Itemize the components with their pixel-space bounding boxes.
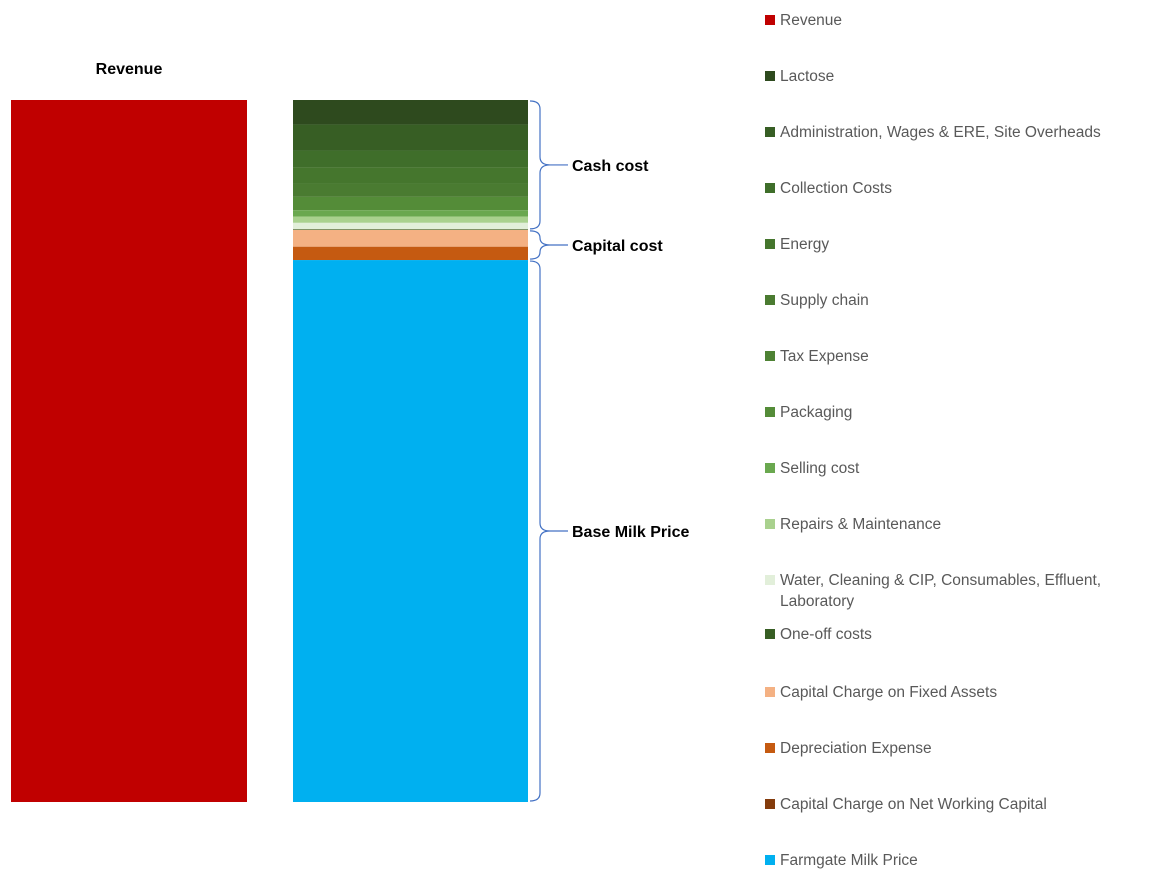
legend-swatch — [765, 127, 775, 137]
bracket-label-base-milk-price: Base Milk Price — [572, 524, 690, 541]
legend-item: Depreciation Expense — [765, 738, 1152, 759]
legend-item: Revenue — [765, 10, 1152, 31]
segment-one-off-costs — [293, 229, 528, 230]
legend-label: Repairs & Maintenance — [780, 516, 942, 533]
legend-item: Farmgate Milk Price — [765, 850, 1152, 871]
legend-swatch — [765, 15, 775, 25]
legend-swatch — [765, 295, 775, 305]
legend-label: Capital Charge on Fixed Assets — [780, 684, 998, 701]
bracket-capital-cost — [529, 230, 551, 260]
segment-water-cleaning-cip-consumables-effluent-laboratory — [293, 222, 528, 230]
segment-energy — [293, 167, 528, 184]
legend-swatch — [765, 629, 775, 639]
legend-label: Administration, Wages & ERE, Site Overhe… — [780, 124, 1101, 141]
chart-legend: Revenue Lactose Administration, Wages & ER… — [765, 0, 1156, 869]
revenue-bar-title: Revenue — [96, 61, 163, 78]
bracket-cash-cost — [529, 100, 551, 230]
legend-swatch — [765, 463, 775, 473]
segment-supply-chain — [293, 183, 528, 197]
legend-item: Repairs & Maintenance — [765, 514, 1152, 535]
legend-item: Water, Cleaning & CIP, Consumables, Effl… — [765, 570, 1152, 612]
legend-label: Lactose — [780, 68, 835, 85]
legend-swatch — [765, 71, 775, 81]
legend-swatch — [765, 799, 775, 809]
legend-item: Supply chain — [765, 290, 1152, 311]
legend-swatch — [765, 855, 775, 865]
legend-item: Tax Expense — [765, 346, 1152, 367]
legend-label: Revenue — [780, 12, 843, 29]
segment-packaging — [293, 196, 528, 211]
segment-capital-charge-on-fixed-assets — [293, 229, 528, 247]
legend-label: Selling cost — [780, 460, 860, 477]
legend-label: Packaging — [780, 404, 853, 421]
legend-item: Lactose — [765, 66, 1152, 87]
legend-item: Collection Costs — [765, 178, 1152, 199]
legend-item: Selling cost — [765, 458, 1152, 479]
segment-farmgate-milk-price — [293, 260, 528, 802]
legend-swatch — [765, 743, 775, 753]
legend-swatch — [765, 239, 775, 249]
legend-item: Capital Charge on Fixed Assets — [765, 682, 1152, 703]
legend-label: One-off costs — [780, 626, 872, 643]
stacked-cost-chart: Revenue Cash cost Capital cost Base Milk P… — [11, 61, 690, 802]
legend-label: Water, Cleaning & CIP, Consumables, Effl… — [780, 572, 1102, 610]
legend-item: Administration, Wages & ERE, Site Overhe… — [765, 122, 1152, 143]
legend-swatch — [765, 351, 775, 361]
segment-lactose — [293, 100, 528, 125]
legend-label: Supply chain — [780, 292, 869, 309]
legend-swatch — [765, 687, 775, 697]
legend-label: Farmgate Milk Price — [780, 852, 918, 869]
revenue-bar — [11, 100, 247, 802]
legend-item: Capital Charge on Net Working Capital — [765, 794, 1152, 815]
bracket-base-milk-price — [529, 260, 551, 802]
legend-item: One-off costs — [765, 624, 1152, 645]
legend-label: Capital Charge on Net Working Capital — [780, 796, 1047, 813]
segment-selling-cost — [293, 210, 528, 217]
legend-label: Energy — [780, 236, 830, 253]
legend-label: Depreciation Expense — [780, 740, 932, 757]
legend-item: Energy — [765, 234, 1152, 255]
legend-swatch — [765, 183, 775, 193]
legend-swatch — [765, 407, 775, 417]
legend-swatch — [765, 575, 775, 585]
segment-depreciation-expense — [293, 246, 528, 261]
segment-repairs-maintenance — [293, 216, 528, 223]
legend-label: Tax Expense — [780, 348, 869, 365]
bracket-annotations: Cash cost Capital cost Base Milk Price — [529, 100, 690, 802]
bracket-label-cash-cost: Cash cost — [572, 158, 649, 175]
bracket-label-capital-cost: Capital cost — [572, 238, 663, 255]
cost-stack-bar — [293, 100, 528, 802]
legend-swatch — [765, 519, 775, 529]
segment-collection-costs — [293, 150, 528, 168]
legend-item: Packaging — [765, 402, 1152, 423]
legend-label: Collection Costs — [780, 180, 892, 197]
segment-administration-wages-ere-site-overheads — [293, 124, 528, 151]
